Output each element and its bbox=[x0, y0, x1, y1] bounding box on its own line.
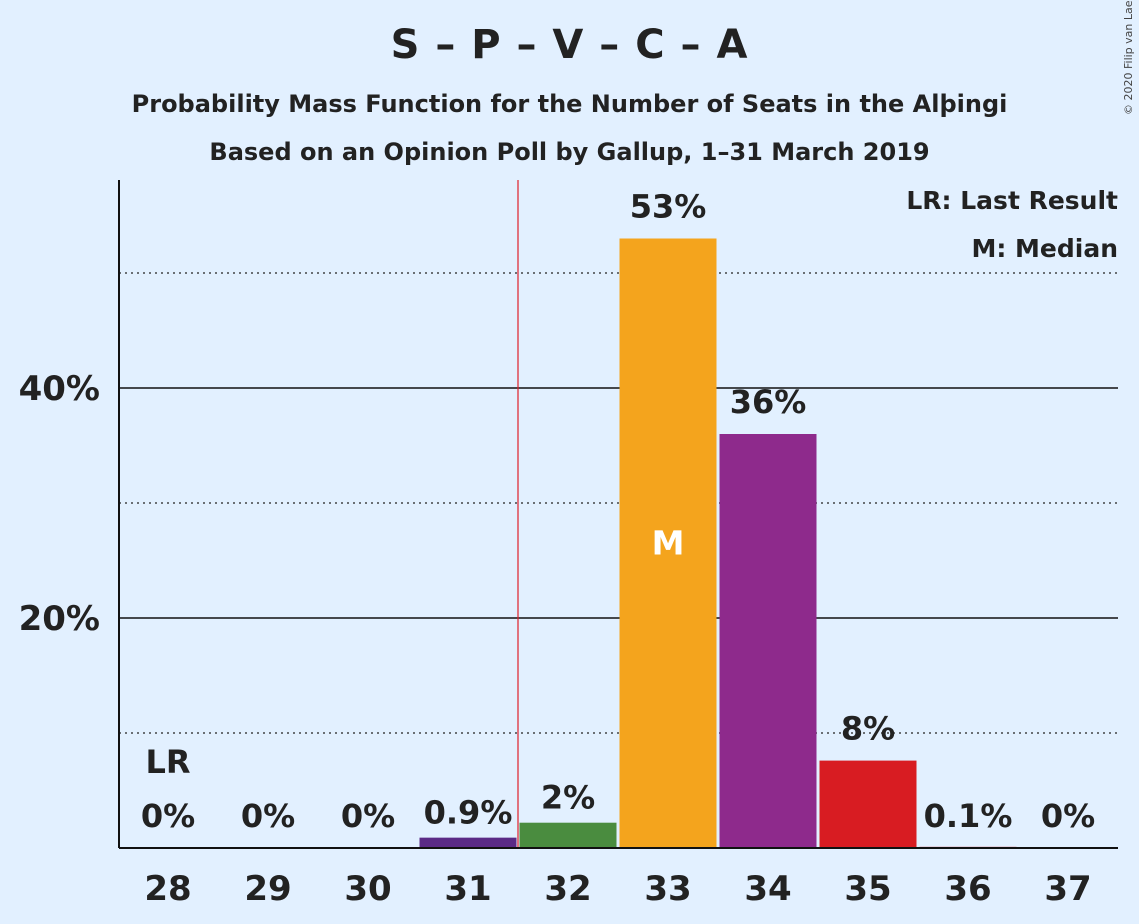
value-label-33: 53% bbox=[630, 188, 707, 226]
value-label-37: 0% bbox=[1041, 797, 1095, 835]
bar-33 bbox=[619, 238, 717, 848]
x-tick-label-34: 34 bbox=[744, 869, 791, 909]
x-tick-label-36: 36 bbox=[944, 869, 991, 909]
y-tick-label: 20% bbox=[19, 599, 100, 639]
value-label-32: 2% bbox=[541, 779, 595, 817]
value-label-29: 0% bbox=[241, 797, 295, 835]
x-tick-label-29: 29 bbox=[244, 869, 291, 909]
chart-subtitle-poll: Based on an Opinion Poll by Gallup, 1–31… bbox=[209, 138, 930, 166]
x-tick-label-31: 31 bbox=[444, 869, 491, 909]
legend-last-result: LR: Last Result bbox=[906, 186, 1118, 215]
x-tick-label-30: 30 bbox=[344, 869, 391, 909]
x-tick-label-32: 32 bbox=[544, 869, 591, 909]
bars bbox=[419, 180, 1017, 848]
value-label-35: 8% bbox=[841, 710, 895, 748]
chart-subtitle: Probability Mass Function for the Number… bbox=[131, 90, 1008, 118]
axes: 20% 40% 28 29 30 31 32 33 34 35 36 37 bbox=[19, 180, 1118, 909]
gridlines bbox=[119, 272, 1118, 734]
x-tick-label-37: 37 bbox=[1044, 869, 1091, 909]
value-label-28: 0% bbox=[141, 797, 195, 835]
value-label-31: 0.9% bbox=[424, 794, 513, 832]
bar-35 bbox=[819, 760, 917, 848]
median-marker: M bbox=[652, 523, 685, 562]
bar-32 bbox=[519, 822, 617, 848]
value-label-30: 0% bbox=[341, 797, 395, 835]
value-label-36: 0.1% bbox=[924, 797, 1013, 835]
last-result-marker: LR bbox=[145, 743, 190, 781]
x-tick-label-33: 33 bbox=[644, 869, 691, 909]
chart-title: S – P – V – C – A bbox=[390, 22, 749, 68]
x-tick-label-35: 35 bbox=[844, 869, 891, 909]
y-tick-label: 40% bbox=[19, 369, 100, 409]
x-tick-label-28: 28 bbox=[144, 869, 191, 909]
legend-median: M: Median bbox=[971, 234, 1118, 263]
value-label-34: 36% bbox=[730, 383, 807, 421]
data-labels: 0% 0% 0% 0.9% 2% 53% 36% 8% 0.1% 0% M LR bbox=[141, 188, 1095, 836]
bar-31 bbox=[419, 837, 517, 848]
bar-34 bbox=[719, 434, 817, 848]
